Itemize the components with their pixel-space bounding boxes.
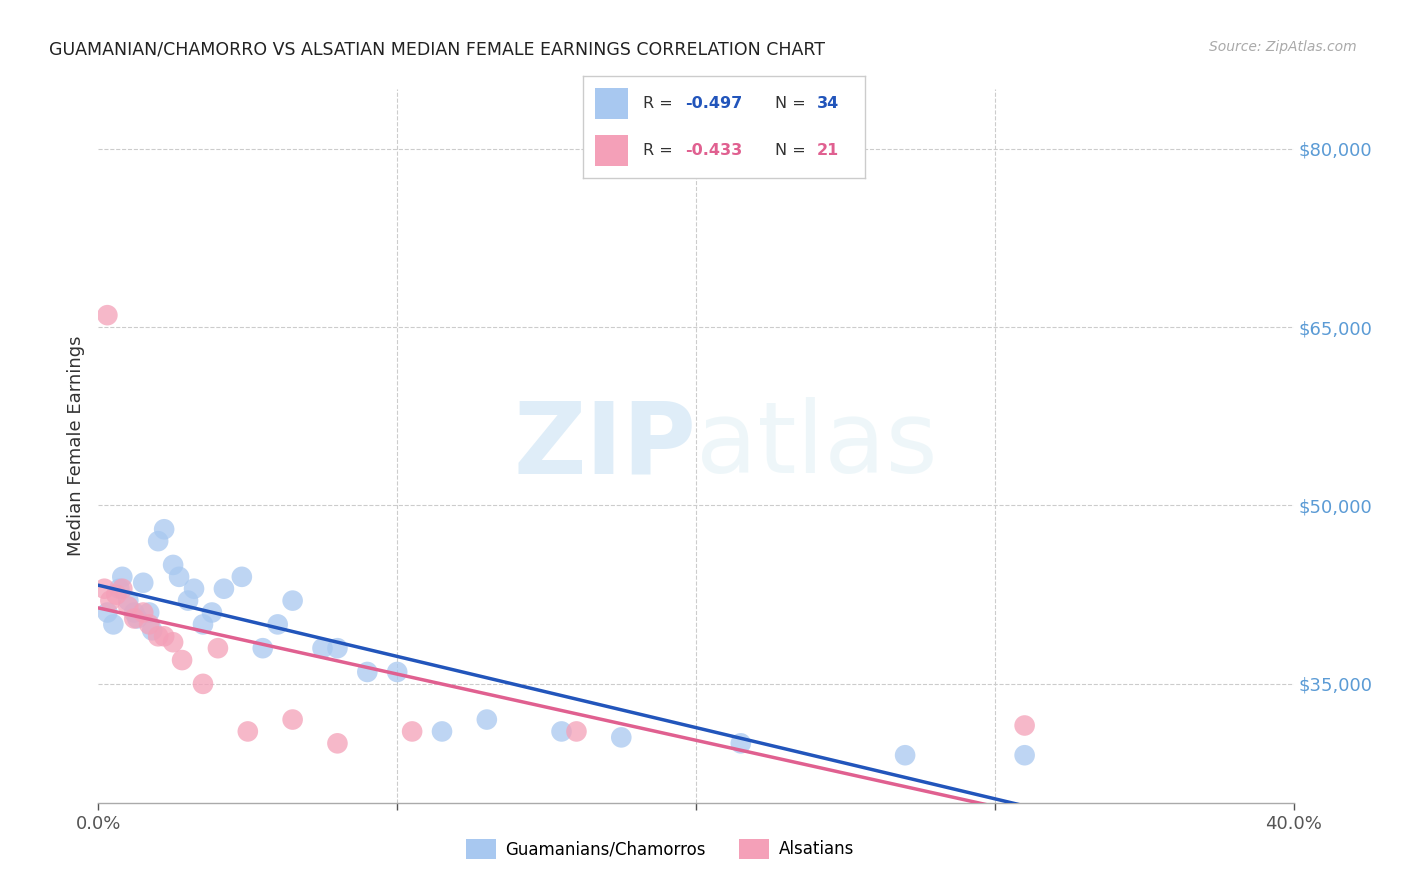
Point (430, 724, 453, 739)
Point (148, 629, 170, 643)
Point (124, 611, 146, 625)
Point (894, 748, 917, 763)
Point (236, 724, 259, 739)
Point (132, 606, 155, 620)
Point (730, 736, 752, 750)
Text: -0.497: -0.497 (685, 96, 742, 111)
Point (138, 617, 160, 632)
Point (550, 724, 572, 739)
Point (167, 570, 190, 584)
Point (212, 582, 235, 596)
Point (162, 558, 184, 572)
Text: 34: 34 (817, 96, 839, 111)
Point (148, 534, 170, 549)
Point (96, 606, 118, 620)
Point (111, 570, 134, 584)
Point (141, 624, 163, 638)
Point (401, 724, 423, 739)
Point (117, 599, 139, 614)
Point (177, 593, 200, 607)
Point (100, 593, 122, 607)
Point (138, 606, 160, 620)
Point (281, 713, 304, 727)
Point (326, 641, 349, 656)
Text: ZIP: ZIP (513, 398, 696, 494)
Point (610, 731, 633, 745)
Text: -0.433: -0.433 (685, 144, 742, 158)
Text: GUAMANIAN/CHAMORRO VS ALSATIAN MEDIAN FEMALE EARNINGS CORRELATION CHART: GUAMANIAN/CHAMORRO VS ALSATIAN MEDIAN FE… (49, 40, 825, 58)
Point (93, 582, 115, 596)
Point (105, 588, 128, 602)
Point (191, 617, 214, 632)
Point (108, 582, 131, 596)
Point (565, 724, 588, 739)
Point (281, 593, 304, 607)
Point (1014, 718, 1036, 732)
Point (111, 582, 134, 596)
FancyBboxPatch shape (595, 88, 628, 119)
Text: N =: N = (775, 144, 811, 158)
Point (356, 665, 378, 679)
Point (326, 736, 349, 750)
Point (252, 641, 274, 656)
Text: R =: R = (643, 144, 678, 158)
Point (191, 677, 214, 691)
Point (153, 629, 176, 643)
Point (1014, 748, 1036, 763)
Point (207, 641, 229, 656)
Point (96, 308, 118, 322)
Point (117, 593, 139, 607)
Text: 21: 21 (817, 144, 839, 158)
Text: R =: R = (643, 96, 678, 111)
Point (103, 617, 125, 632)
Point (311, 641, 333, 656)
Text: Source: ZipAtlas.com: Source: ZipAtlas.com (1209, 40, 1357, 54)
Point (183, 582, 205, 596)
Point (162, 635, 184, 649)
Point (124, 606, 146, 620)
Point (385, 665, 409, 679)
Point (475, 713, 498, 727)
Point (201, 606, 224, 620)
Y-axis label: Median Female Earnings: Median Female Earnings (66, 335, 84, 557)
Point (267, 617, 290, 632)
Point (231, 570, 253, 584)
Point (172, 653, 194, 667)
Text: N =: N = (775, 96, 811, 111)
Point (127, 611, 149, 625)
Text: atlas: atlas (696, 398, 938, 494)
FancyBboxPatch shape (595, 136, 628, 166)
Legend: Guamanians/Chamorros, Alsatians: Guamanians/Chamorros, Alsatians (458, 832, 862, 866)
Point (132, 575, 155, 590)
Point (153, 522, 176, 536)
